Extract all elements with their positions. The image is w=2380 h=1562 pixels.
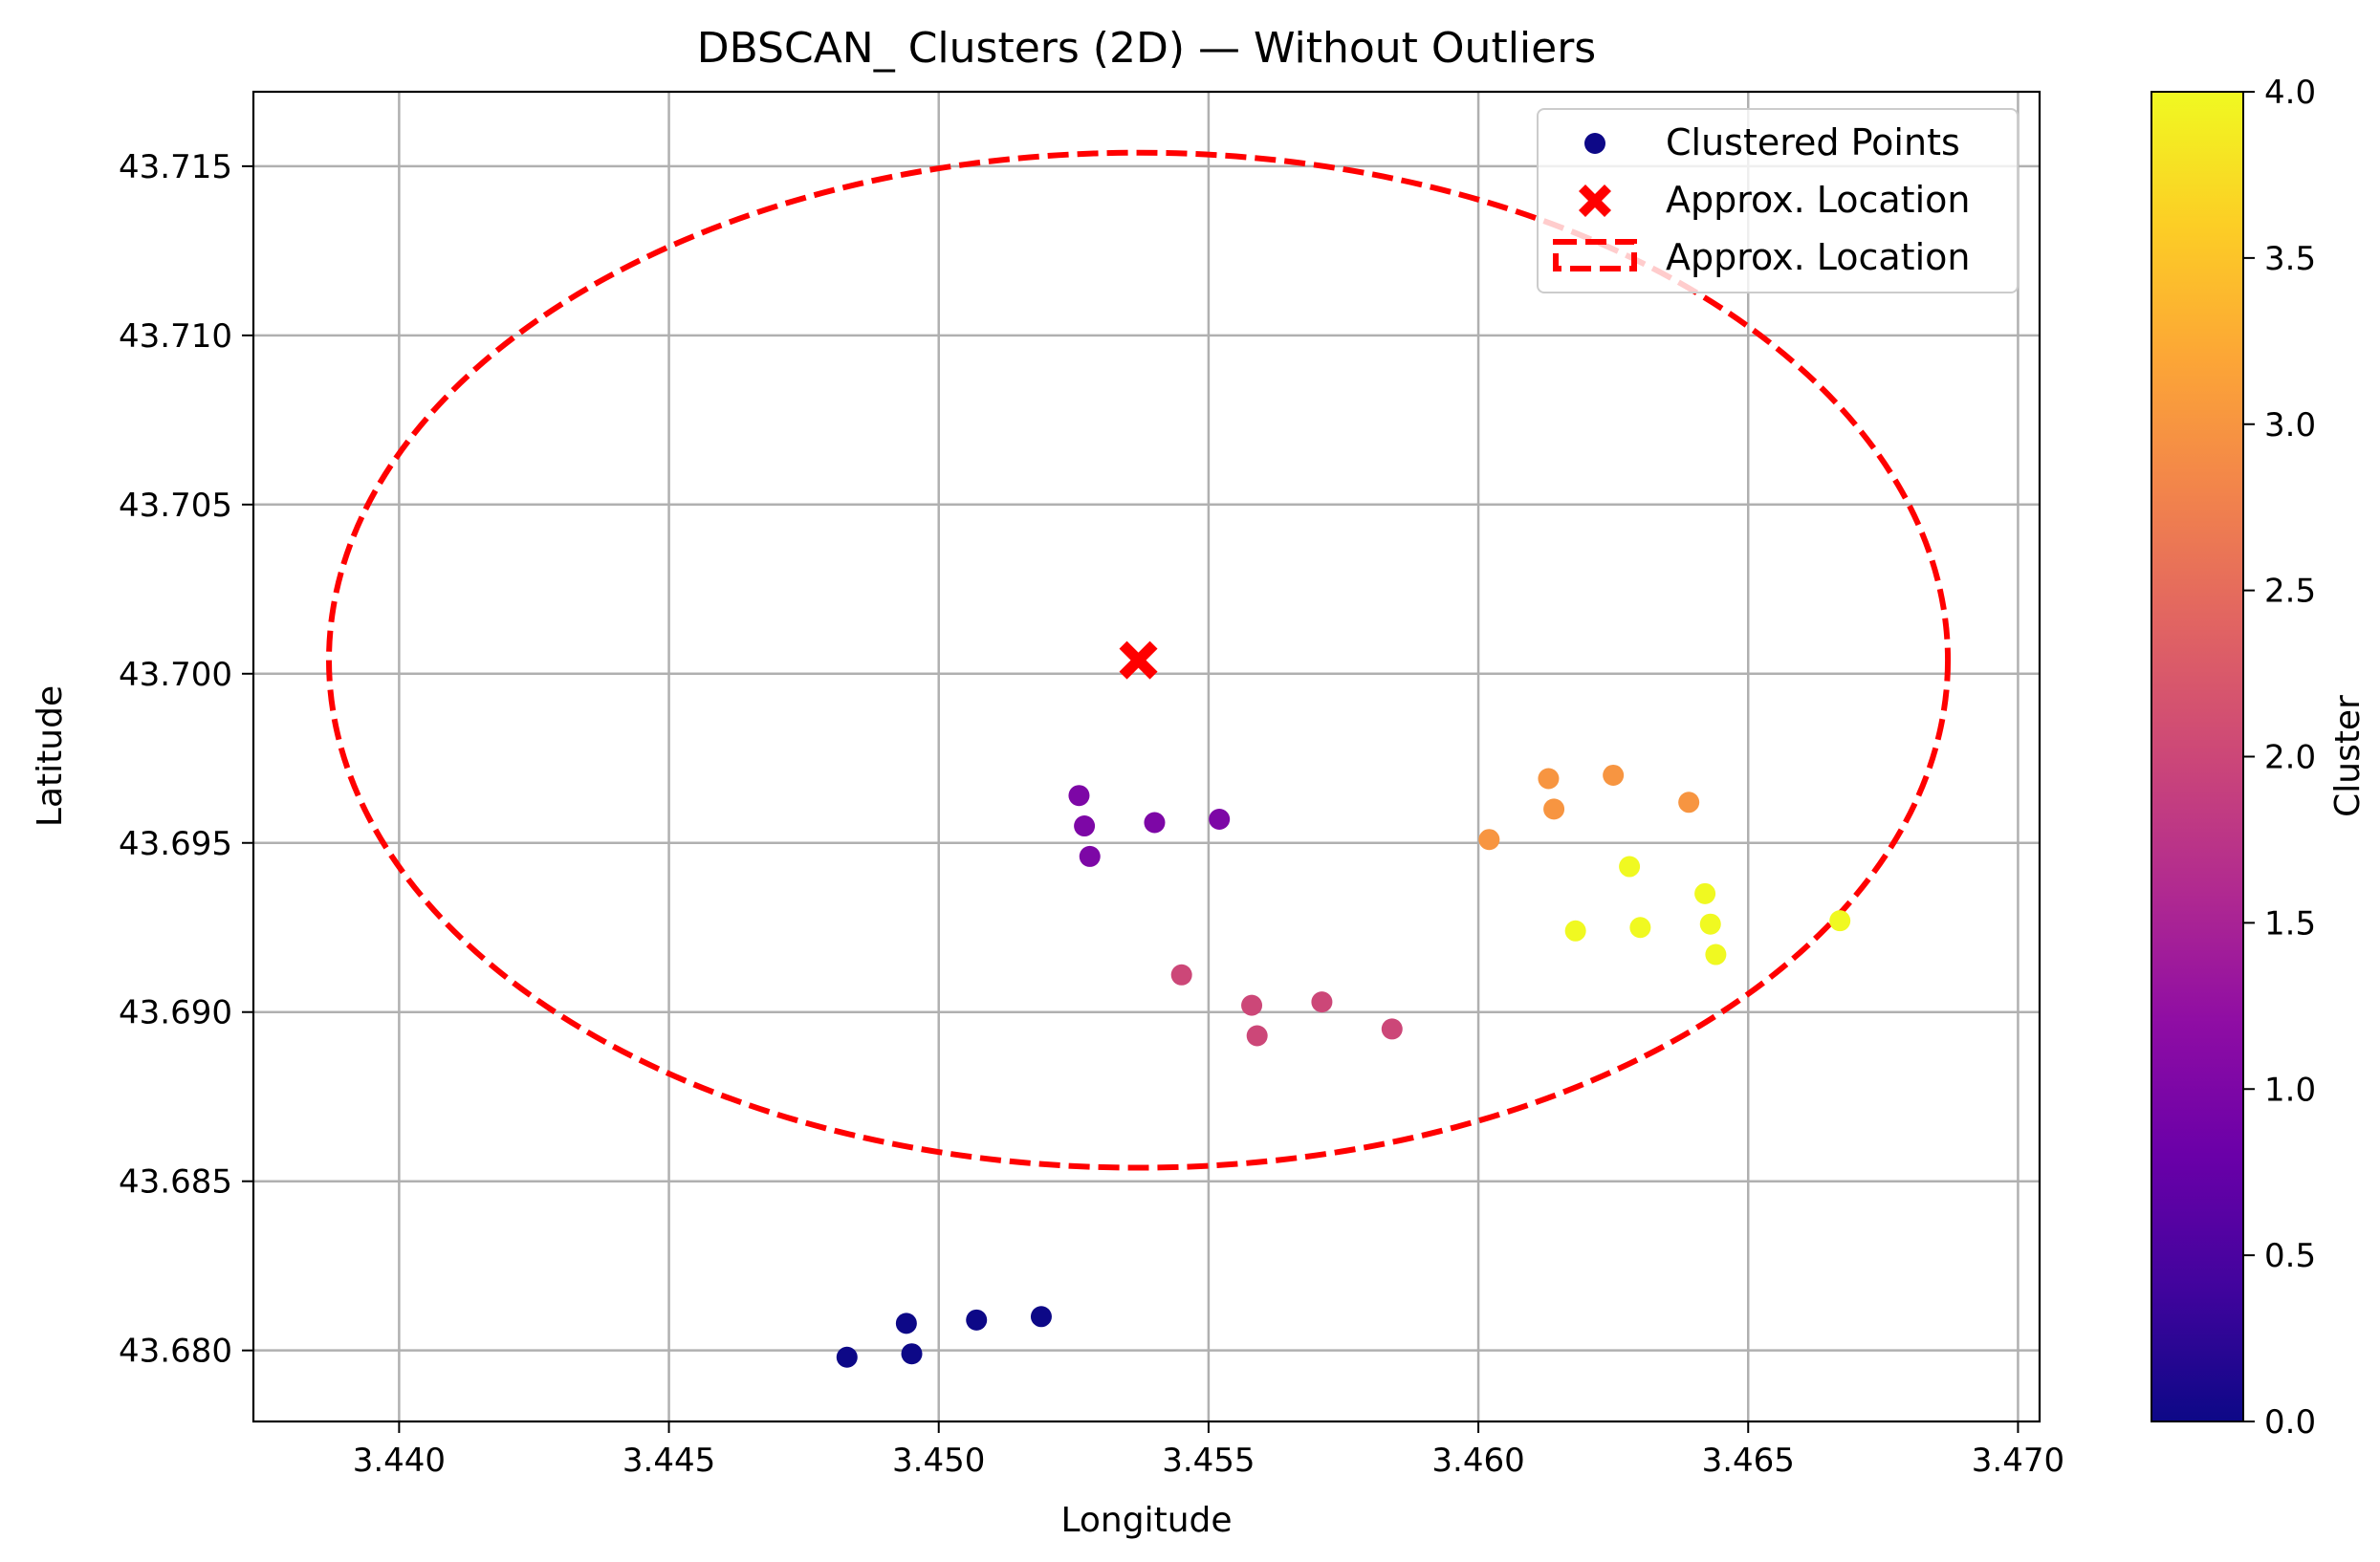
colorbar-tick-label: 4.0 xyxy=(2264,74,2316,112)
data-point xyxy=(1705,944,1727,965)
data-point xyxy=(1694,882,1716,904)
data-point xyxy=(1030,1306,1052,1328)
data-point xyxy=(1619,856,1641,878)
data-point xyxy=(1209,808,1231,830)
y-tick-label: 43.710 xyxy=(119,317,232,356)
legend-marker-symbol xyxy=(1579,184,1611,217)
legend-label-location: Approx. Location xyxy=(1666,179,1970,221)
approx-area-ellipse xyxy=(326,149,1952,1171)
legend: Clustered Points Approx. Location Approx… xyxy=(1537,108,2019,293)
y-axis-label: Latitude xyxy=(31,685,70,827)
colorbar-tick-label: 3.0 xyxy=(2264,406,2316,445)
chart-title: DBSCAN_ Clusters (2D) — Without Outliers xyxy=(697,24,1596,73)
colorbar-tick-label: 2.5 xyxy=(2264,573,2316,611)
colorbar-gradient xyxy=(2151,91,2244,1422)
colorbar-tick-label: 2.0 xyxy=(2264,739,2316,777)
legend-frame xyxy=(1537,108,2019,293)
plot-frame xyxy=(251,90,2042,1423)
data-point xyxy=(1079,845,1101,867)
legend-label-points: Clustered Points xyxy=(1666,121,1960,163)
data-point xyxy=(836,1346,858,1368)
y-tick-label: 43.690 xyxy=(119,994,232,1032)
x-tick-label: 3.450 xyxy=(892,1442,985,1480)
colorbar-tick-label: 0.0 xyxy=(2264,1403,2316,1442)
data-point xyxy=(1241,994,1263,1016)
x-tick-label: 3.440 xyxy=(353,1442,446,1480)
data-point xyxy=(901,1343,923,1365)
y-tick-label: 43.705 xyxy=(119,487,232,525)
data-point xyxy=(1564,920,1586,942)
colorbar-tick-label: 3.5 xyxy=(2264,240,2316,278)
data-point xyxy=(1538,768,1560,790)
data-point xyxy=(1678,792,1700,814)
legend-ellipse-symbol xyxy=(1553,239,1637,271)
data-point xyxy=(895,1313,917,1334)
approx-location-marker xyxy=(1119,640,1158,680)
data-point xyxy=(966,1309,988,1331)
colorbar-ticks: 0.0 0.5 1.0 1.5 2.0 2.5 3.0 3.5 4.0 xyxy=(2243,74,2316,1442)
approx-area-layer xyxy=(326,149,1952,1171)
colorbar-tick-label: 1.5 xyxy=(2264,904,2316,943)
y-tick-label: 43.715 xyxy=(119,148,232,186)
x-tick-label: 3.445 xyxy=(622,1442,715,1480)
grid-lines xyxy=(253,92,2040,1421)
x-tick-label: 3.465 xyxy=(1702,1442,1795,1480)
data-point xyxy=(1170,964,1192,986)
y-tick-label: 43.700 xyxy=(119,656,232,694)
colorbar: 0.0 0.5 1.0 1.5 2.0 2.5 3.0 3.5 4.0 Cluster xyxy=(2151,74,2368,1442)
y-axis-ticks: 43.680 43.685 43.690 43.695 43.700 43.705 43.7… xyxy=(119,148,253,1371)
data-point xyxy=(1068,785,1090,807)
colorbar-label: Cluster xyxy=(2328,695,2368,817)
data-point xyxy=(1543,798,1565,820)
x-tick-label: 3.455 xyxy=(1162,1442,1255,1480)
legend-points-symbol xyxy=(1584,133,1605,154)
data-point xyxy=(1381,1018,1403,1040)
x-tick-label: 3.470 xyxy=(1972,1442,2064,1480)
data-point xyxy=(1603,764,1625,786)
data-point xyxy=(1246,1025,1268,1047)
colorbar-tick-label: 0.5 xyxy=(2264,1237,2316,1275)
x-axis-ticks: 3.440 3.445 3.450 3.455 3.460 3.465 3.470 xyxy=(353,1421,2064,1480)
data-point xyxy=(1629,917,1651,939)
x-tick-label: 3.460 xyxy=(1431,1442,1524,1480)
marker-layer xyxy=(1119,640,1158,680)
x-axis-label: Longitude xyxy=(1060,1501,1232,1540)
data-point xyxy=(1829,910,1851,932)
data-point xyxy=(1074,815,1096,837)
data-point xyxy=(1478,829,1500,851)
y-tick-label: 43.680 xyxy=(119,1333,232,1371)
colorbar-tick-label: 1.0 xyxy=(2264,1071,2316,1109)
data-point xyxy=(1144,812,1166,834)
data-point xyxy=(1311,991,1333,1013)
points-layer xyxy=(836,764,1851,1368)
data-point xyxy=(1699,913,1721,935)
y-tick-label: 43.685 xyxy=(119,1163,232,1202)
legend-label-area: Approx. Location xyxy=(1666,236,1970,278)
y-tick-label: 43.695 xyxy=(119,825,232,863)
